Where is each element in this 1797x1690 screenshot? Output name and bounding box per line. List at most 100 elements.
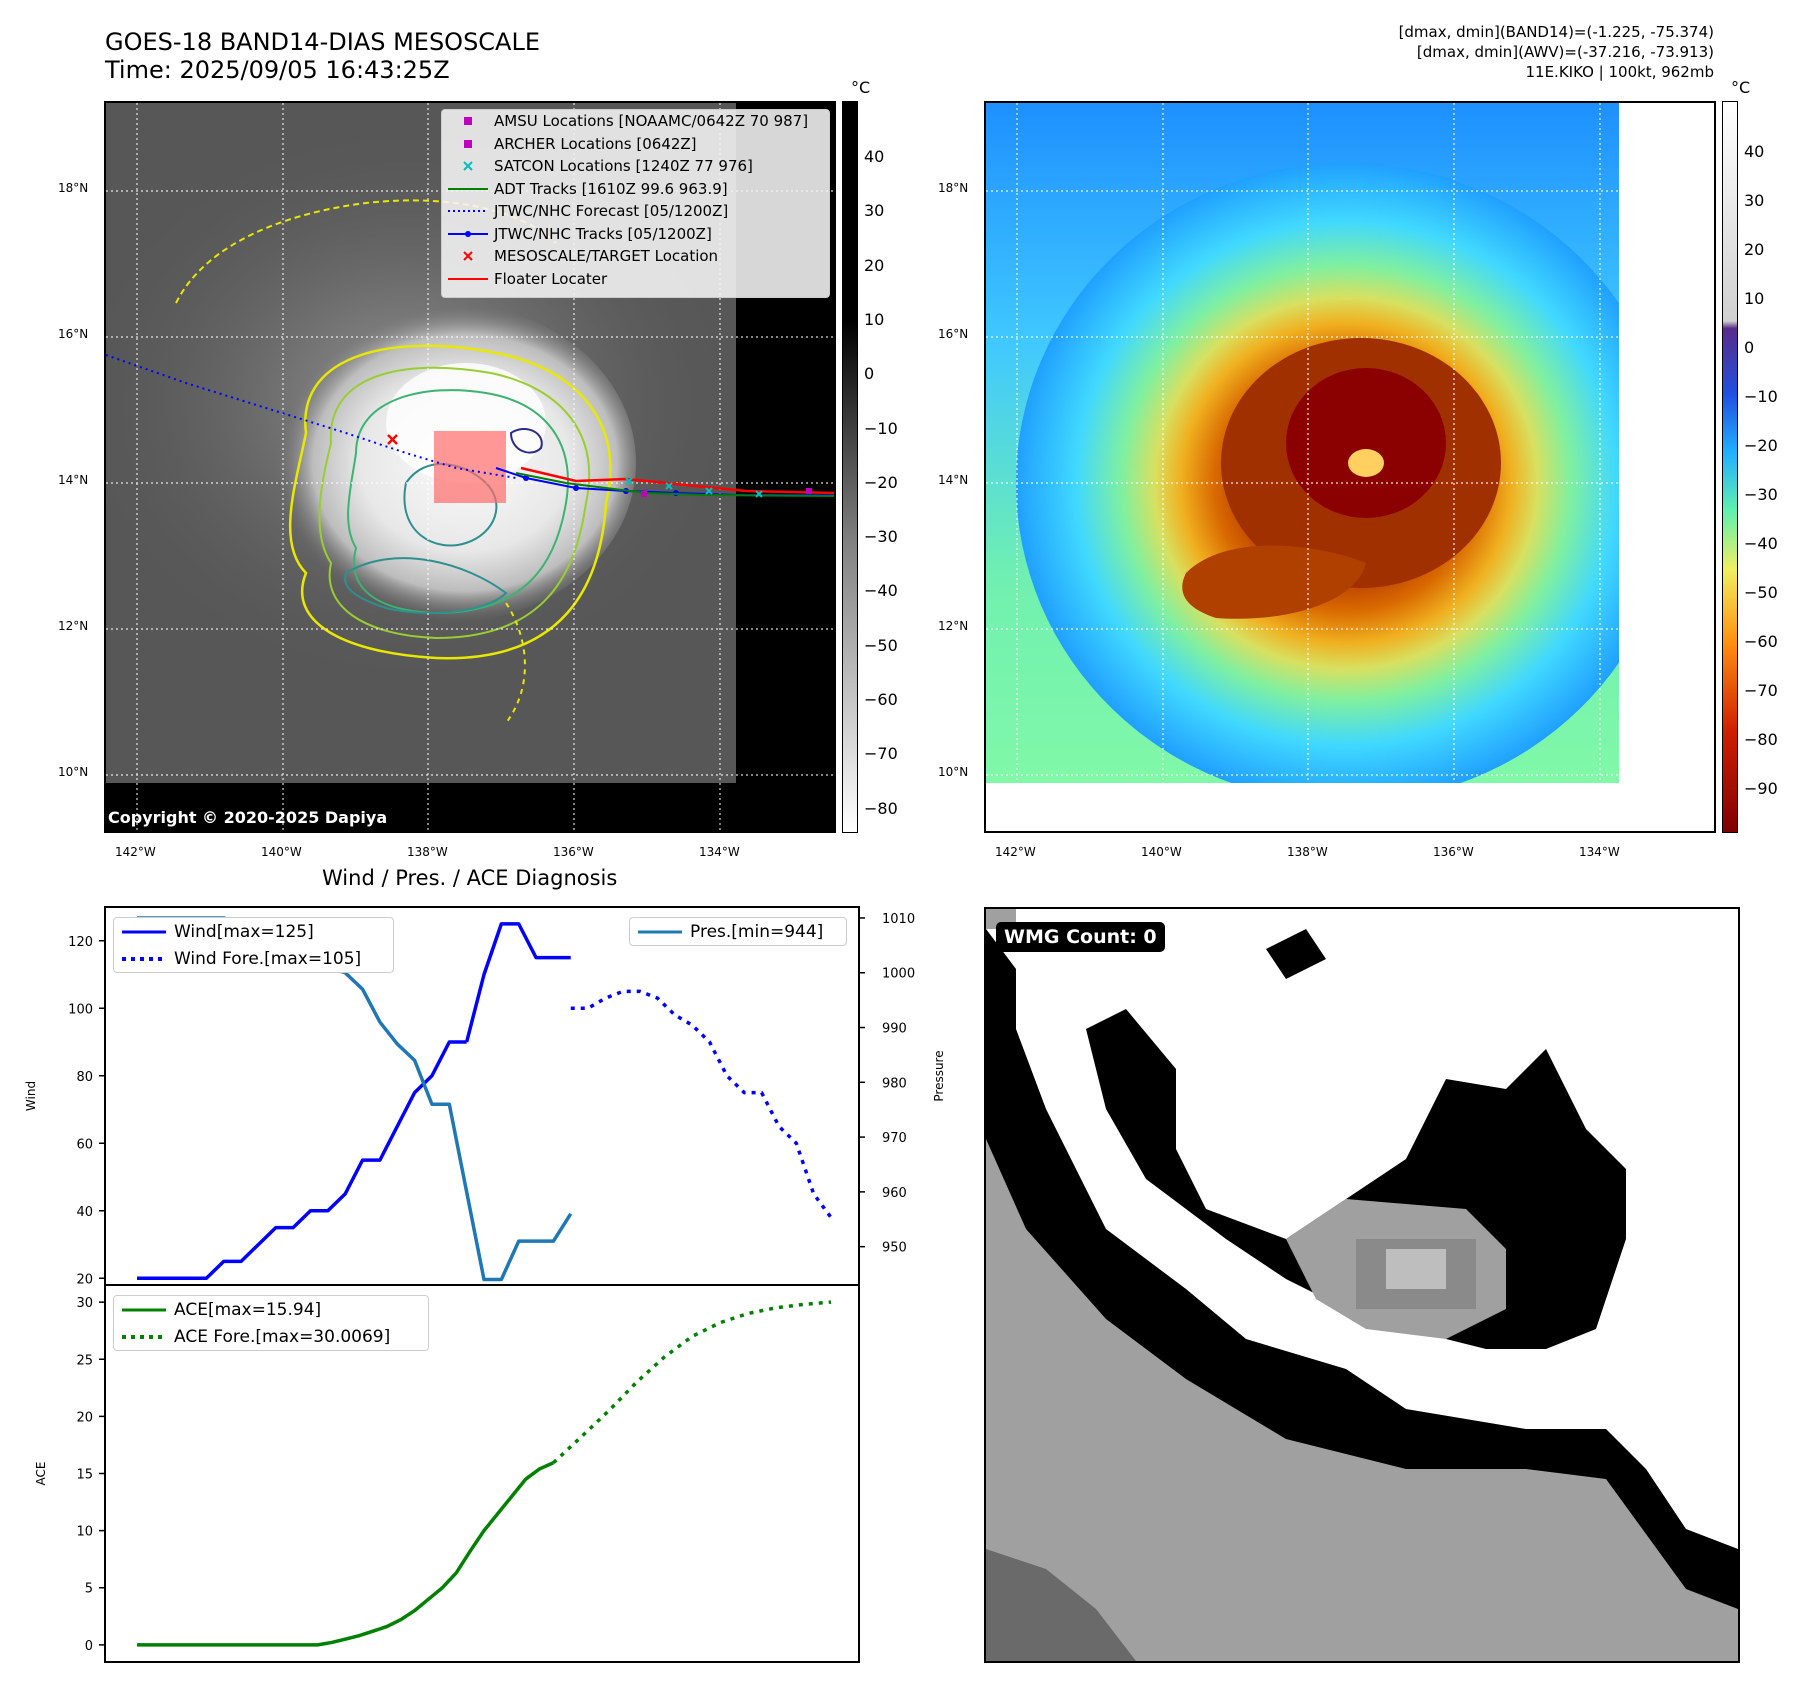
legend-ace: ACE[max=15.94] xyxy=(114,1296,428,1323)
ir-legend-item: MESOSCALE/TARGET Location xyxy=(442,245,829,268)
lon-tick-label: 134°W xyxy=(699,845,740,859)
amsu-marks xyxy=(641,488,812,497)
colorbar-tick-label: 40 xyxy=(1744,142,1765,161)
legend-ace-swatch xyxy=(122,1308,166,1311)
colorbar-tick-label: −60 xyxy=(864,690,898,709)
pres-ytick-label: 970 xyxy=(882,1131,907,1146)
colorbar-tick-label: 30 xyxy=(864,201,885,221)
pressure-legend: Pres.[min=944] xyxy=(629,917,847,946)
legend-symbol xyxy=(448,228,488,240)
legend-label: JTWC/NHC Tracks [05/1200Z] xyxy=(494,224,712,243)
colorbar-tick-label: −20 xyxy=(864,472,898,492)
figure-title: GOES-18 BAND14-DIAS MESOSCALE Time: 2025… xyxy=(105,28,540,84)
legend-ace-fore: ACE Fore.[max=30.0069] xyxy=(114,1323,428,1350)
lat-tick-label: 16°N xyxy=(58,327,89,341)
ace-series-line-1 xyxy=(552,1300,832,1465)
info-block: [dmax, dmin](BAND14)=(-1.225, -75.374) [… xyxy=(1399,22,1714,82)
awv-colorbar xyxy=(1722,101,1738,833)
lon-tick-label: 142°W xyxy=(115,845,156,859)
series-line-1 xyxy=(464,922,571,1043)
pres-ytick-label: 1010 xyxy=(882,912,915,927)
pres-ytick-label: 960 xyxy=(882,1186,907,1201)
lat-tick-label: 16°N xyxy=(938,327,969,341)
colorbar-tick-label: 20 xyxy=(1744,240,1765,259)
lon-tick-label: 138°W xyxy=(407,845,448,859)
colorbar-tick-label: −50 xyxy=(864,635,898,655)
ace-ytick-label: 30 xyxy=(76,1296,93,1311)
ace-ytick-label: 5 xyxy=(85,1582,93,1597)
lon-tick-label: 136°W xyxy=(553,845,594,859)
colorbar-tick-label: 0 xyxy=(864,364,875,384)
legend-wind-fore-swatch xyxy=(122,956,166,961)
forecast-track xyxy=(106,354,517,479)
pres-ylabel: Pressure xyxy=(932,1050,946,1101)
wmg-panel xyxy=(984,907,1740,1663)
ir-legend-item: AMSU Locations [NOAAMC/0642Z 70 987] xyxy=(442,110,829,133)
ir-legend-item: SATCON Locations [1240Z 77 976] xyxy=(442,155,829,178)
pres-ytick-label: 990 xyxy=(882,1022,907,1037)
colorbar-tick-label: 10 xyxy=(864,309,885,329)
legend-ace-label: ACE[max=15.94] xyxy=(174,1299,322,1320)
awv-colorbar-unit: °C xyxy=(1731,78,1751,97)
ir-legend-item: ADT Tracks [1610Z 99.6 963.9] xyxy=(442,178,829,201)
lon-tick-label: 140°W xyxy=(261,845,302,859)
wind-legend: Wind[max=125] Wind Fore.[max=105] xyxy=(113,917,394,973)
legend-symbol xyxy=(448,183,488,195)
ace-legend: ACE[max=15.94] ACE Fore.[max=30.0069] xyxy=(113,1295,429,1351)
colorbar-tick-label: −20 xyxy=(1744,436,1778,455)
legend-pres-swatch xyxy=(638,930,682,933)
legend-wind: Wind[max=125] xyxy=(114,918,393,945)
legend-wind-fore: Wind Fore.[max=105] xyxy=(114,945,393,972)
lat-tick-label: 10°N xyxy=(58,765,89,779)
legend-symbol xyxy=(448,138,488,150)
ir-colorbar-unit: °C xyxy=(851,78,871,97)
floater-box xyxy=(434,431,506,503)
legend-wind-fore-label: Wind Fore.[max=105] xyxy=(174,948,362,969)
pres-ytick-label: 980 xyxy=(882,1076,907,1091)
lat-tick-label: 10°N xyxy=(938,765,969,779)
wind-ylabel: Wind xyxy=(24,1081,38,1111)
info-line-3: 11E.KIKO | 100kt, 962mb xyxy=(1525,63,1714,81)
legend-label: SATCON Locations [1240Z 77 976] xyxy=(494,157,753,176)
wmg-image xyxy=(986,909,1738,1661)
colorbar-tick-label: 0 xyxy=(1744,338,1755,357)
ir-legend: AMSU Locations [NOAAMC/0642Z 70 987] ARCH… xyxy=(441,109,830,298)
series-line-0 xyxy=(137,1040,467,1280)
wind-ytick-label: 120 xyxy=(68,935,93,950)
pres-ytick-label: 950 xyxy=(882,1241,907,1256)
wind-ytick-label: 80 xyxy=(76,1070,93,1085)
lat-tick-label: 14°N xyxy=(938,473,969,487)
ace-ytick-label: 20 xyxy=(76,1410,93,1425)
wind-ytick-label: 20 xyxy=(76,1272,93,1287)
legend-label: MESOSCALE/TARGET Location xyxy=(494,247,719,266)
ace-series-line-0 xyxy=(137,1461,555,1647)
colorbar-tick-label: −70 xyxy=(864,744,898,764)
lat-tick-label: 14°N xyxy=(58,473,89,487)
info-line-1: [dmax, dmin](BAND14)=(-1.225, -75.374) xyxy=(1398,23,1714,41)
satcon-marks xyxy=(625,477,763,498)
target-mark xyxy=(387,434,398,445)
legend-label: JTWC/NHC Forecast [05/1200Z] xyxy=(494,202,729,221)
legend-symbol xyxy=(448,160,488,172)
ace-ytick-label: 10 xyxy=(76,1525,93,1540)
legend-label: Floater Locater xyxy=(494,269,608,288)
copyright-text: Copyright © 2020-2025 Dapiya xyxy=(108,808,388,827)
ir-legend-item: ARCHER Locations [0642Z] xyxy=(442,133,829,156)
lon-tick-label: 134°W xyxy=(1579,845,1620,859)
ir-colorbar xyxy=(842,101,858,833)
ir-legend-item: Floater Locater xyxy=(442,268,829,291)
colorbar-tick-label: 30 xyxy=(1744,191,1765,210)
colorbar-tick-label: −50 xyxy=(1744,583,1778,602)
ace-ytick-label: 25 xyxy=(76,1353,93,1368)
legend-pres-label: Pres.[min=944] xyxy=(690,921,824,942)
colorbar-tick-label: −40 xyxy=(1744,534,1778,553)
colorbar-tick-label: −10 xyxy=(1744,387,1778,406)
legend-symbol xyxy=(448,115,488,127)
lon-tick-label: 140°W xyxy=(1141,845,1182,859)
pres-ytick-label: 1000 xyxy=(882,967,915,982)
legend-ace-fore-swatch xyxy=(122,1334,166,1339)
lon-tick-label: 136°W xyxy=(1433,845,1474,859)
wind-ytick-label: 40 xyxy=(76,1205,93,1220)
legend-ace-fore-label: ACE Fore.[max=30.0069] xyxy=(174,1326,391,1347)
